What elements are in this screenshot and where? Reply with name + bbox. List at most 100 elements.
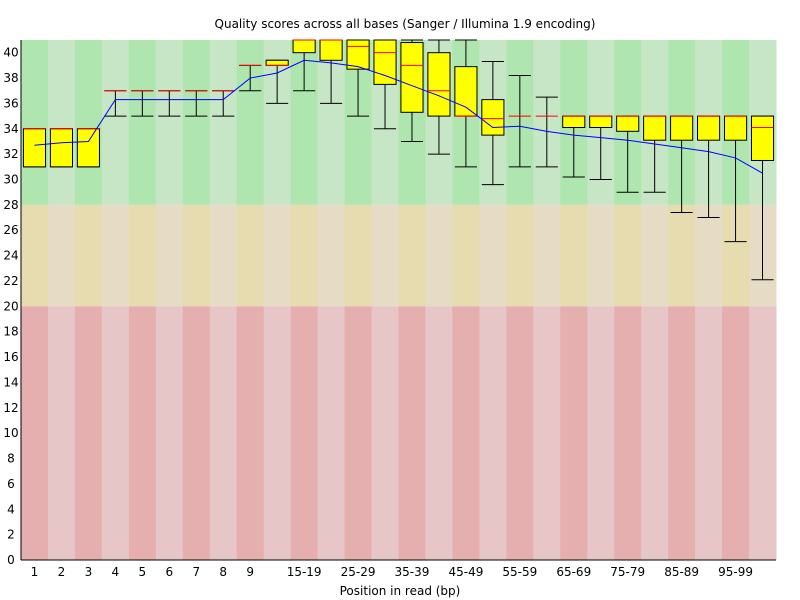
x-tick-label: 1 bbox=[31, 565, 39, 579]
box bbox=[400, 42, 424, 113]
band-reasonable bbox=[371, 204, 399, 307]
box bbox=[454, 66, 478, 117]
band-poor bbox=[128, 306, 157, 560]
band-poor bbox=[236, 306, 265, 560]
band-poor bbox=[668, 306, 696, 560]
x-tick-label: 4 bbox=[112, 565, 120, 579]
y-tick-label: 12 bbox=[3, 401, 18, 415]
band-poor bbox=[47, 306, 76, 560]
x-tick-label: 3 bbox=[85, 565, 93, 579]
band-reasonable bbox=[560, 204, 588, 307]
box bbox=[670, 115, 694, 141]
band-poor bbox=[398, 306, 426, 560]
axes bbox=[20, 40, 776, 561]
box bbox=[265, 59, 289, 66]
band-reasonable bbox=[425, 204, 453, 307]
band-reasonable bbox=[21, 204, 49, 307]
y-tick-label: 10 bbox=[3, 426, 18, 440]
band-poor bbox=[290, 306, 319, 560]
x-tick-label: 95-99 bbox=[718, 565, 753, 579]
band-reasonable bbox=[74, 204, 103, 307]
y-tick-label: 18 bbox=[3, 325, 18, 339]
x-tick-label: 6 bbox=[165, 565, 173, 579]
band-poor bbox=[263, 306, 292, 560]
band-reasonable bbox=[398, 204, 426, 307]
quality-bands bbox=[21, 40, 777, 560]
box bbox=[373, 39, 397, 85]
y-tick-label: 26 bbox=[3, 223, 18, 237]
y-tick-label: 2 bbox=[7, 528, 15, 542]
box bbox=[49, 128, 73, 168]
box bbox=[481, 99, 505, 136]
x-tick-label: 45-49 bbox=[448, 565, 483, 579]
band-reasonable bbox=[263, 204, 292, 307]
band-reasonable bbox=[479, 204, 507, 307]
y-tick-label: 30 bbox=[3, 173, 18, 187]
box bbox=[292, 39, 316, 54]
box bbox=[76, 128, 100, 168]
box bbox=[427, 52, 451, 117]
box bbox=[750, 115, 775, 161]
band-poor bbox=[533, 306, 561, 560]
band-reasonable bbox=[614, 204, 642, 307]
box bbox=[319, 39, 343, 61]
y-tick-label: 16 bbox=[3, 350, 18, 364]
band-reasonable bbox=[290, 204, 319, 307]
band-reasonable bbox=[506, 204, 534, 307]
x-tick-label: 15-19 bbox=[287, 565, 322, 579]
band-good bbox=[182, 40, 211, 205]
band-poor bbox=[722, 306, 750, 560]
y-tick-label: 0 bbox=[7, 553, 15, 567]
y-tick-label: 20 bbox=[3, 299, 18, 313]
band-poor bbox=[155, 306, 184, 560]
band-reasonable bbox=[641, 204, 669, 307]
x-tick-label: 85-89 bbox=[664, 565, 699, 579]
band-poor bbox=[452, 306, 480, 560]
box bbox=[589, 115, 613, 129]
band-reasonable bbox=[668, 204, 696, 307]
y-tick-label: 36 bbox=[3, 96, 18, 110]
band-poor bbox=[695, 306, 723, 560]
x-tick-label: 35-39 bbox=[395, 565, 430, 579]
y-tick-label: 34 bbox=[3, 122, 18, 136]
band-good bbox=[128, 40, 157, 205]
band-poor bbox=[344, 306, 373, 560]
median-lines bbox=[23, 39, 774, 130]
box bbox=[562, 115, 586, 129]
band-reasonable bbox=[128, 204, 157, 307]
band-reasonable bbox=[182, 204, 211, 307]
band-reasonable bbox=[452, 204, 480, 307]
x-tick-labels: 1 2 3 4 5 6 7 8 9 15-19 25-29 35-39 45-49 55-59 65-69 7… bbox=[31, 565, 753, 579]
band-reasonable bbox=[155, 204, 184, 307]
band-good bbox=[236, 40, 265, 205]
band-poor bbox=[317, 306, 346, 560]
band-poor bbox=[587, 306, 615, 560]
boxes bbox=[22, 39, 775, 168]
x-tick-label: 5 bbox=[139, 565, 147, 579]
x-tick-label: 75-79 bbox=[610, 565, 645, 579]
x-tick-label: 7 bbox=[192, 565, 200, 579]
band-poor bbox=[209, 306, 238, 560]
band-reasonable bbox=[101, 204, 130, 307]
band-good bbox=[21, 40, 49, 205]
band-reasonable bbox=[209, 204, 238, 307]
box bbox=[724, 115, 748, 141]
band-poor bbox=[74, 306, 103, 560]
x-tick-label: 25-29 bbox=[341, 565, 376, 579]
chart-title: Quality scores across all bases (Sanger … bbox=[215, 17, 596, 31]
box bbox=[616, 115, 640, 132]
band-poor bbox=[614, 306, 642, 560]
band-poor bbox=[506, 306, 534, 560]
box bbox=[346, 39, 370, 70]
band-good bbox=[155, 40, 184, 205]
y-tick-label: 38 bbox=[3, 71, 18, 85]
band-poor bbox=[101, 306, 130, 560]
y-tick-label: 8 bbox=[7, 452, 15, 466]
band-good bbox=[209, 40, 238, 205]
y-tick-label: 14 bbox=[3, 375, 18, 389]
y-tick-label: 28 bbox=[3, 198, 18, 212]
y-tick-label: 6 bbox=[7, 477, 15, 491]
x-tick-label: 65-69 bbox=[556, 565, 591, 579]
x-tick-label: 2 bbox=[58, 565, 66, 579]
